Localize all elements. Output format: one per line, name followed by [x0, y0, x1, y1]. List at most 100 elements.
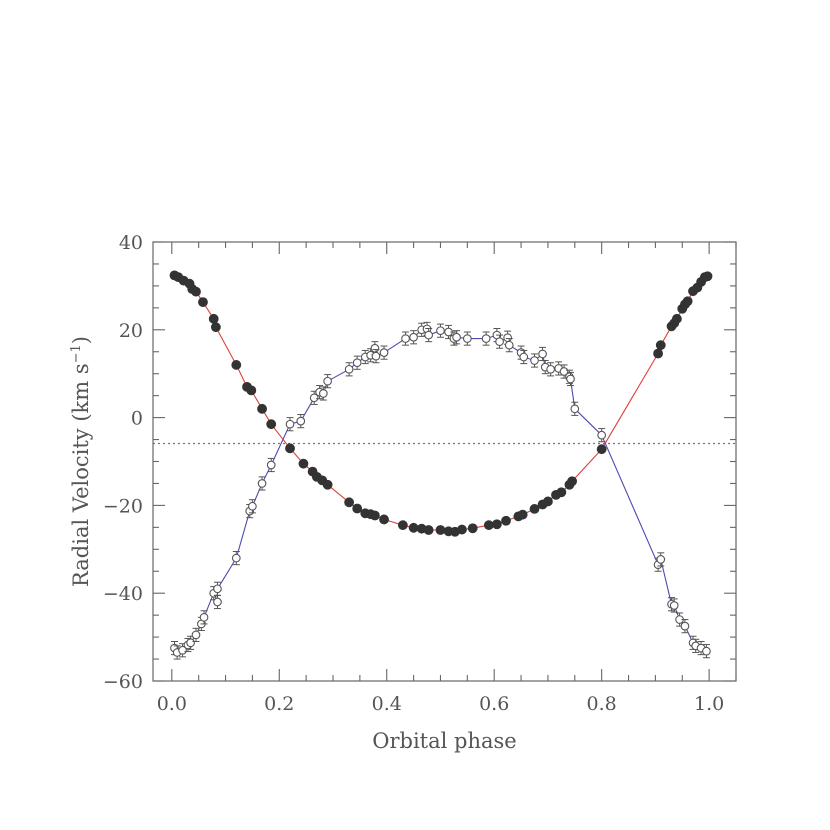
primary-star-point: [653, 348, 663, 359]
open-marker: [285, 419, 295, 429]
open-marker: [379, 348, 389, 357]
y-tick-label: 20: [119, 320, 143, 342]
secondary-star-point: [323, 374, 332, 389]
open-marker: [452, 332, 461, 342]
open-marker: [296, 416, 306, 426]
secondary-star-point: [452, 330, 461, 345]
open-marker: [309, 393, 319, 403]
secondary-star-point: [504, 338, 514, 353]
open-marker: [481, 334, 491, 343]
open-marker: [213, 584, 222, 594]
secondary-star-point: [344, 362, 354, 377]
open-marker: [462, 334, 472, 343]
open-marker: [231, 553, 241, 563]
secondary-star-point: [566, 371, 575, 387]
secondary-star-point: [669, 598, 679, 613]
axis-tick-labels: 0.0 0.2 0.4 0.6 0.8 1.0 −60 −40 −20 0 20 40: [103, 232, 724, 715]
open-marker: [352, 358, 362, 368]
y-tick-label: −60: [103, 671, 143, 693]
primary-star-point: [517, 509, 528, 520]
primary-star-point: [352, 503, 363, 514]
plot-frame: [152, 241, 737, 682]
secondary-star-point: [257, 476, 267, 491]
data-points: [169, 270, 713, 660]
primary-star-point: [208, 313, 219, 324]
y-axis-title-superscript: −1: [69, 344, 84, 363]
open-marker: [503, 333, 512, 343]
open-marker: [199, 612, 209, 622]
open-marker: [566, 374, 575, 384]
secondary-star-point: [409, 330, 418, 345]
open-marker: [504, 340, 514, 350]
secondary-star-point: [199, 610, 209, 625]
open-marker: [530, 356, 539, 365]
open-marker: [191, 630, 201, 640]
y-axis-title-main: Radial Velocity (km s: [69, 363, 93, 587]
open-marker: [519, 352, 529, 362]
x-axis-title: Orbital phase: [372, 729, 516, 753]
x-tick-label: 0.6: [479, 693, 509, 715]
primary-star-point: [671, 313, 682, 324]
secondary-star-point: [424, 327, 433, 343]
primary-star-point: [423, 525, 434, 535]
y-tick-label: 40: [119, 232, 143, 254]
primary-star-point: [191, 286, 201, 297]
y-axis-title-tail: ): [69, 336, 93, 344]
primary-star-point: [198, 297, 208, 308]
secondary-star-point: [191, 627, 201, 642]
open-marker: [248, 501, 257, 511]
secondary-star-point: [285, 417, 295, 432]
primary-star-point: [682, 296, 693, 307]
open-marker: [318, 389, 328, 398]
primary-star-point: [457, 524, 467, 535]
open-marker: [680, 621, 690, 631]
primary-star-point: [344, 497, 355, 508]
open-marker: [186, 638, 195, 648]
primary-star-point: [556, 487, 567, 498]
x-tick-label: 0.2: [264, 693, 294, 715]
secondary-fit-curve: [174, 328, 707, 654]
primary-star-point: [567, 476, 578, 487]
open-marker: [371, 351, 381, 361]
primary-star-point: [655, 340, 666, 351]
secondary-star-point: [296, 414, 306, 429]
open-marker: [409, 332, 418, 342]
secondary-star-point: [462, 331, 472, 346]
secondary-star-point: [379, 345, 389, 360]
open-marker: [656, 555, 666, 564]
open-marker: [401, 334, 410, 343]
primary-star-point: [501, 515, 511, 526]
open-marker: [559, 367, 569, 376]
primary-star-point: [322, 479, 333, 490]
primary-star-point: [379, 514, 389, 525]
secondary-star-point: [309, 390, 319, 405]
x-tick-label: 0.0: [157, 693, 187, 715]
secondary-star-point: [352, 355, 362, 370]
secondary-star-point: [680, 619, 690, 634]
secondary-star-point: [495, 334, 504, 349]
x-tick-label: 0.8: [587, 693, 617, 715]
primary-star-point: [483, 520, 494, 531]
primary-star-point: [285, 443, 295, 454]
primary-star-point: [435, 525, 446, 535]
open-marker: [495, 337, 504, 347]
secondary-star-point: [538, 346, 547, 362]
open-marker: [213, 597, 222, 607]
secondary-star-point: [401, 331, 410, 346]
primary-star-point: [266, 419, 277, 430]
secondary-star-point: [481, 331, 491, 346]
primary-star-point: [257, 403, 267, 414]
open-marker: [436, 326, 445, 336]
primary-star-point: [702, 271, 713, 282]
primary-star-point: [210, 322, 221, 333]
primary-star-point: [408, 522, 419, 533]
secondary-star-point: [318, 386, 328, 401]
open-marker: [669, 601, 679, 610]
primary-star-point: [231, 360, 242, 370]
open-marker: [178, 645, 187, 655]
secondary-star-point: [213, 581, 222, 596]
axis-ticks: [153, 241, 737, 682]
secondary-star-point: [266, 457, 276, 473]
open-marker: [538, 349, 547, 359]
